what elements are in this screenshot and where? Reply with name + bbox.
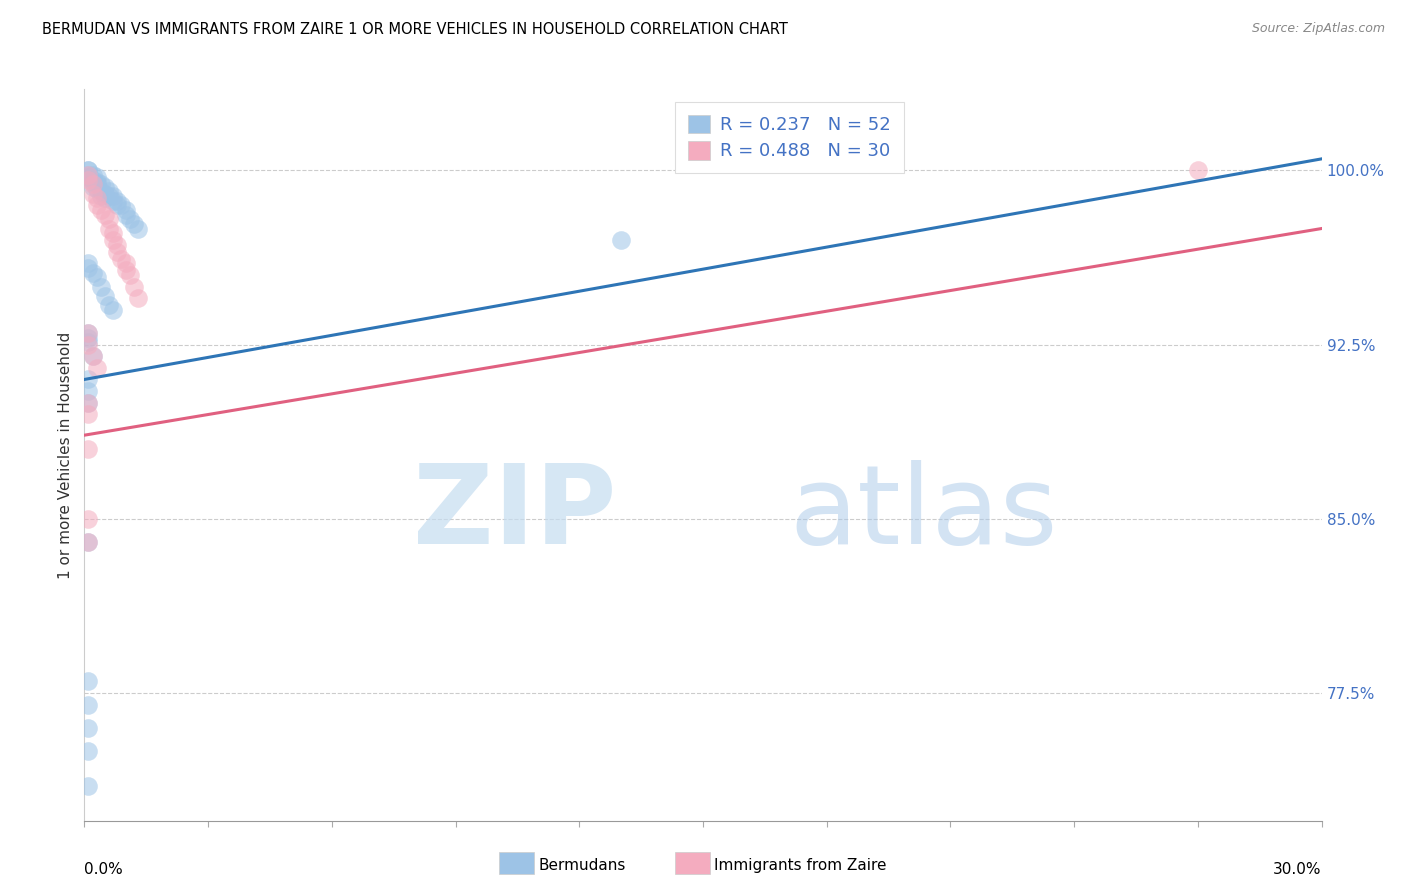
Point (105, 244, 128, 259)
Point (77, 535, 100, 549)
Point (77, 698, 100, 712)
Point (82, 186, 104, 201)
Point (77, 674, 100, 689)
Point (103, 226, 125, 240)
Point (1187, 163, 1209, 178)
Point (82, 266, 104, 280)
Point (103, 194, 125, 208)
Point (114, 202, 136, 217)
Point (77, 779, 100, 793)
Point (77, 331, 100, 345)
Point (82, 179, 104, 194)
Point (77, 173, 100, 187)
Point (98, 298, 121, 312)
Point (118, 212, 141, 227)
Point (103, 189, 125, 203)
Point (82, 175, 104, 189)
Point (77, 721, 100, 735)
Point (86, 175, 108, 189)
Point (98, 189, 121, 203)
Point (77, 337, 100, 351)
Point (77, 395, 100, 409)
Point (94, 208, 117, 222)
Point (86, 360, 108, 375)
Point (103, 233, 125, 247)
Point (86, 191, 108, 205)
Point (82, 178, 104, 192)
Point (77, 372, 100, 386)
Point (77, 168, 100, 182)
Point (110, 198, 132, 212)
Point (77, 168, 100, 182)
Point (86, 270, 108, 285)
Point (86, 198, 108, 212)
Point (77, 512, 100, 526)
Legend: R = 0.237   N = 52, R = 0.488   N = 30: R = 0.237 N = 52, R = 0.488 N = 30 (675, 102, 904, 173)
Point (77, 442, 100, 456)
Point (122, 279, 145, 293)
Point (127, 221, 149, 235)
Point (114, 256, 136, 270)
Point (90, 279, 112, 293)
Point (114, 208, 136, 222)
Point (103, 302, 125, 317)
Text: 30.0%: 30.0% (1274, 863, 1322, 878)
Point (105, 194, 128, 208)
Point (90, 178, 112, 192)
Point (77, 326, 100, 340)
Text: BERMUDAN VS IMMIGRANTS FROM ZAIRE 1 OR MORE VEHICLES IN HOUSEHOLD CORRELATION CH: BERMUDAN VS IMMIGRANTS FROM ZAIRE 1 OR M… (42, 22, 787, 37)
Point (77, 256, 100, 270)
Point (98, 212, 121, 227)
Point (77, 395, 100, 409)
Text: atlas: atlas (790, 460, 1059, 567)
Point (82, 168, 104, 182)
Point (77, 335, 100, 350)
Text: ZIP: ZIP (413, 460, 616, 567)
Point (86, 182, 108, 196)
Point (105, 198, 128, 212)
Point (94, 179, 117, 194)
Point (118, 268, 141, 282)
Point (77, 384, 100, 398)
Text: Immigrants from Zaire: Immigrants from Zaire (714, 858, 887, 872)
Point (94, 191, 117, 205)
Point (77, 535, 100, 549)
Point (90, 202, 112, 217)
Point (86, 170, 108, 185)
Point (86, 178, 108, 192)
Point (90, 189, 112, 203)
Text: Bermudans: Bermudans (538, 858, 626, 872)
Point (110, 252, 132, 266)
Point (122, 217, 145, 231)
Point (114, 263, 136, 277)
Point (77, 170, 100, 185)
Point (98, 221, 121, 235)
Y-axis label: 1 or more Vehicles in Household: 1 or more Vehicles in Household (58, 331, 73, 579)
Point (94, 289, 117, 303)
Point (105, 237, 128, 252)
Point (77, 163, 100, 178)
Point (82, 173, 104, 187)
Point (77, 163, 100, 178)
Point (82, 349, 104, 363)
Point (609, 233, 631, 247)
Text: 0.0%: 0.0% (84, 863, 124, 878)
Point (90, 185, 112, 199)
Point (98, 185, 121, 199)
Point (77, 744, 100, 758)
Point (94, 186, 117, 201)
Point (77, 260, 100, 275)
Point (82, 349, 104, 363)
Point (127, 291, 149, 305)
Point (77, 326, 100, 340)
Point (77, 407, 100, 421)
Text: Source: ZipAtlas.com: Source: ZipAtlas.com (1251, 22, 1385, 36)
